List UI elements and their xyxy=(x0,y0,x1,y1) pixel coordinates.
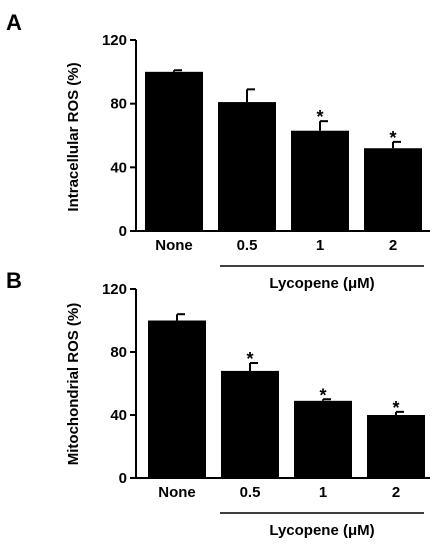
category-label: 0.5 xyxy=(237,237,258,254)
y-axis-label-a: Intracellular ROS (%) xyxy=(65,62,82,211)
significance-marker: * xyxy=(319,385,326,405)
category-label: 2 xyxy=(392,484,400,501)
bar-2 xyxy=(367,415,425,478)
significance-marker: * xyxy=(389,128,396,148)
y-tick-label: 120 xyxy=(102,32,127,49)
y-tick-label: 80 xyxy=(110,344,127,361)
significance-marker: * xyxy=(316,107,323,127)
y-tick-label: 120 xyxy=(102,281,127,298)
category-label: 0.5 xyxy=(240,484,261,501)
y-ticks-a: 0 40 80 120 xyxy=(102,32,136,240)
bar-1 xyxy=(294,400,352,478)
y-tick-label: 0 xyxy=(119,470,127,487)
y-tick-label: 0 xyxy=(119,223,127,240)
bar-0-5 xyxy=(218,102,276,231)
category-label: 1 xyxy=(319,484,327,501)
group-label-a: Lycopene (μM) xyxy=(269,275,374,292)
significance-marker: * xyxy=(392,398,399,418)
y-axis-label-b: Mitochondrial ROS (%) xyxy=(65,303,82,466)
category-label: None xyxy=(155,237,193,254)
y-tick-label: 80 xyxy=(110,96,127,113)
bar-1 xyxy=(291,130,349,231)
bar-none xyxy=(148,320,206,478)
category-label: 2 xyxy=(389,237,397,254)
panel-letter-b: B xyxy=(6,268,22,293)
group-label-b: Lycopene (μM) xyxy=(269,522,374,539)
y-tick-label: 40 xyxy=(110,159,127,176)
significance-marker: * xyxy=(246,349,253,369)
category-label: 1 xyxy=(316,237,324,254)
bars-b: None * 0.5 * 1 * 2 xyxy=(148,313,425,501)
bar-none xyxy=(145,71,203,231)
bars-a: None 0.5 * 1 * 2 xyxy=(145,69,422,254)
y-ticks-b: 0 40 80 120 xyxy=(102,281,136,487)
category-label: None xyxy=(158,484,196,501)
panel-a: A Intracellular ROS (%) 0 40 80 120 None 0.5… xyxy=(6,10,430,292)
bar-0-5 xyxy=(221,370,279,478)
y-tick-label: 40 xyxy=(110,407,127,424)
panel-b: B Mitochondrial ROS (%) 0 40 80 120 None * 0.… xyxy=(6,268,430,539)
bar-2 xyxy=(364,148,422,231)
panel-letter-a: A xyxy=(6,10,22,35)
